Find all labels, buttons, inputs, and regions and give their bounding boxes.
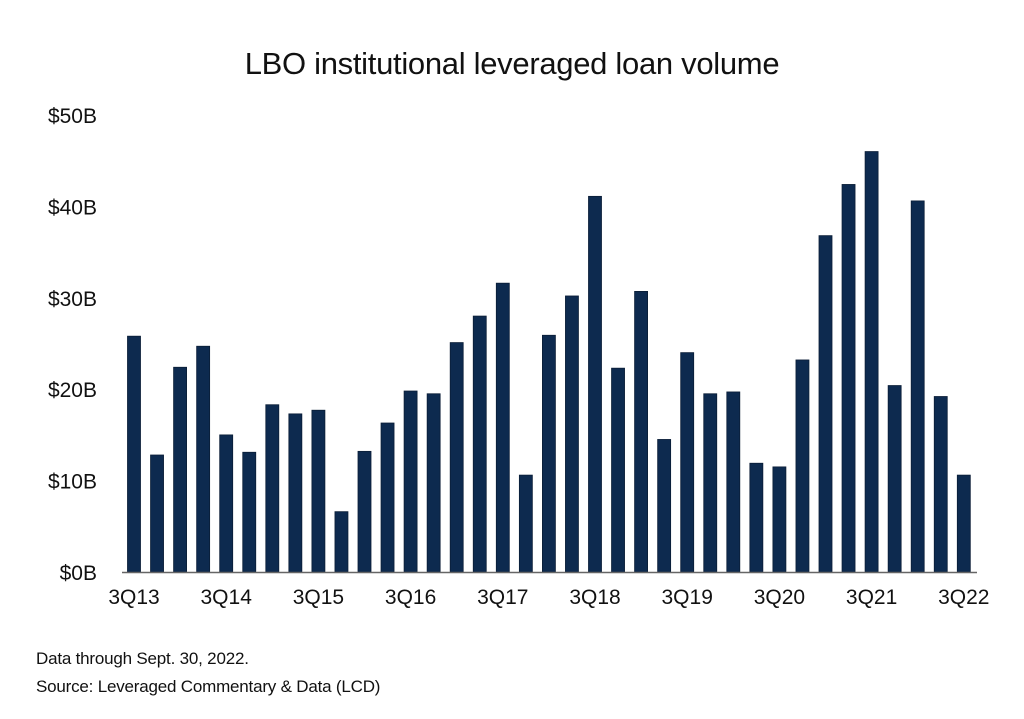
bar-1Q18 xyxy=(542,334,556,573)
y-tick-label: $50B xyxy=(48,105,97,128)
bar-4Q19 xyxy=(703,393,718,573)
bar-2Q20 xyxy=(749,462,764,573)
y-tick-label: $20B xyxy=(48,379,97,402)
bar-4Q17 xyxy=(518,474,533,573)
bar-chart: $0B $10B $20B $30B $40B $50B 3Q13 3Q14 3Q15 3Q16 3… xyxy=(48,105,990,609)
x-tick-label: 3Q21 xyxy=(846,586,897,609)
bar-2Q21 xyxy=(841,184,856,573)
bar-2Q18 xyxy=(565,295,579,573)
y-tick-label: $10B xyxy=(48,471,97,494)
bar-1Q22 xyxy=(910,200,925,573)
bar-3Q17 xyxy=(495,282,510,573)
bar-2Q22 xyxy=(933,396,948,573)
y-tick-label: $30B xyxy=(48,288,97,311)
bar-4Q15 xyxy=(334,511,349,573)
bar-1Q17 xyxy=(449,342,464,573)
bar-1Q21 xyxy=(818,235,833,573)
bar-2Q19 xyxy=(657,439,672,573)
bar-3Q19 xyxy=(680,352,695,573)
bar-3Q14 xyxy=(219,434,234,573)
bar-3Q15 xyxy=(311,409,326,573)
bar-4Q13 xyxy=(150,454,164,573)
x-tick-label: 3Q22 xyxy=(938,586,989,609)
bar-3Q16 xyxy=(403,390,418,573)
y-tick-label: $40B xyxy=(48,196,97,219)
bar-1Q16 xyxy=(357,450,372,573)
bar-3Q18 xyxy=(588,195,602,573)
footnote-source: Source: Leveraged Commentary & Data (LCD… xyxy=(36,677,381,696)
bar-2Q15 xyxy=(288,413,303,573)
x-tick-label: 3Q20 xyxy=(754,586,805,609)
bar-2Q17 xyxy=(472,315,487,573)
x-tick-label: 3Q17 xyxy=(477,586,528,609)
bar-1Q19 xyxy=(634,291,648,573)
bar-4Q16 xyxy=(426,393,441,573)
bar-3Q21 xyxy=(864,151,879,573)
x-tick-label: 3Q13 xyxy=(108,586,159,609)
bar-1Q20 xyxy=(726,391,741,573)
x-tick-label: 3Q16 xyxy=(385,586,436,609)
bar-1Q15 xyxy=(265,404,280,573)
bar-4Q21 xyxy=(887,385,902,573)
bar-4Q18 xyxy=(611,367,625,573)
x-tick-label: 3Q19 xyxy=(662,586,713,609)
x-tick-label: 3Q15 xyxy=(293,586,344,609)
bar-3Q20 xyxy=(772,466,787,573)
x-tick-label: 3Q14 xyxy=(201,586,253,609)
x-tick-label: 3Q18 xyxy=(569,586,620,609)
bar-2Q16 xyxy=(380,422,395,573)
bar-3Q13 xyxy=(127,335,141,573)
bar-4Q20 xyxy=(795,359,810,573)
bar-1Q14 xyxy=(173,366,188,573)
bar-2Q14 xyxy=(196,345,211,573)
bar-4Q14 xyxy=(242,451,257,573)
footnote-data-through: Data through Sept. 30, 2022. xyxy=(36,649,249,668)
y-tick-label: $0B xyxy=(60,562,97,585)
bar-3Q22 xyxy=(956,474,971,573)
chart-title: LBO institutional leveraged loan volume xyxy=(244,46,780,81)
